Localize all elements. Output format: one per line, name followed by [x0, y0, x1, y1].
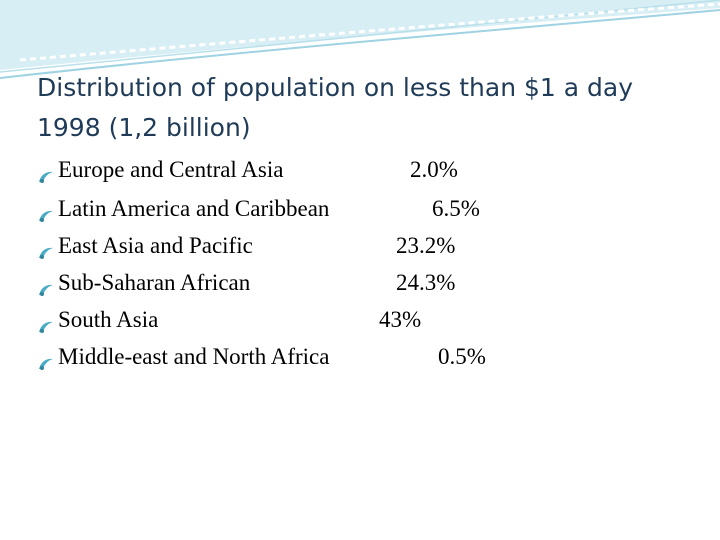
bullet-icon	[38, 351, 54, 377]
slide-title: Distribution of population on less than …	[37, 73, 633, 142]
bullet-item: Sub-Saharan African 24.3%	[0, 270, 720, 300]
item-label: East Asia and Pacific	[58, 233, 253, 258]
bullet-glyph	[39, 358, 53, 370]
bullet-glyph	[39, 321, 53, 333]
bullet-item: Middle-east and North Africa 0.5%	[0, 344, 720, 374]
item-value: 0.5%	[438, 344, 486, 369]
swoosh-line	[0, 9, 720, 79]
swoosh-line	[0, 0, 720, 73]
bullet-item: East Asia and Pacific 23.2%	[0, 233, 720, 263]
item-value: 6.5%	[432, 196, 480, 221]
bullet-item: Latin America and Caribbean 6.5%	[0, 196, 720, 226]
bullet-item: South Asia 43%	[0, 307, 720, 337]
bullet-item: Europe and Central Asia 2.0%	[0, 157, 720, 187]
bullet-icon	[38, 240, 54, 266]
item-label: Latin America and Caribbean	[58, 196, 330, 221]
bullet-glyph	[39, 210, 53, 222]
item-label: Sub-Saharan African	[58, 270, 251, 295]
item-label: Middle-east and North Africa	[58, 344, 330, 369]
bullet-glyph	[39, 284, 53, 296]
item-value: 43%	[379, 307, 422, 332]
item-value: 23.2%	[396, 233, 456, 258]
header-decoration	[0, 0, 720, 79]
bullet-glyph	[39, 171, 53, 183]
swoosh-line	[19, 2, 720, 62]
bullet-glyph	[39, 247, 53, 259]
item-value: 24.3%	[396, 270, 456, 295]
item-value: 2.0%	[410, 157, 458, 182]
bullet-icon	[38, 277, 54, 303]
item-label: Europe and Central Asia	[58, 157, 284, 182]
bullet-icon	[38, 164, 54, 190]
item-label: South Asia	[58, 307, 159, 332]
bullet-icon	[38, 314, 54, 340]
bullet-icon	[38, 203, 54, 229]
